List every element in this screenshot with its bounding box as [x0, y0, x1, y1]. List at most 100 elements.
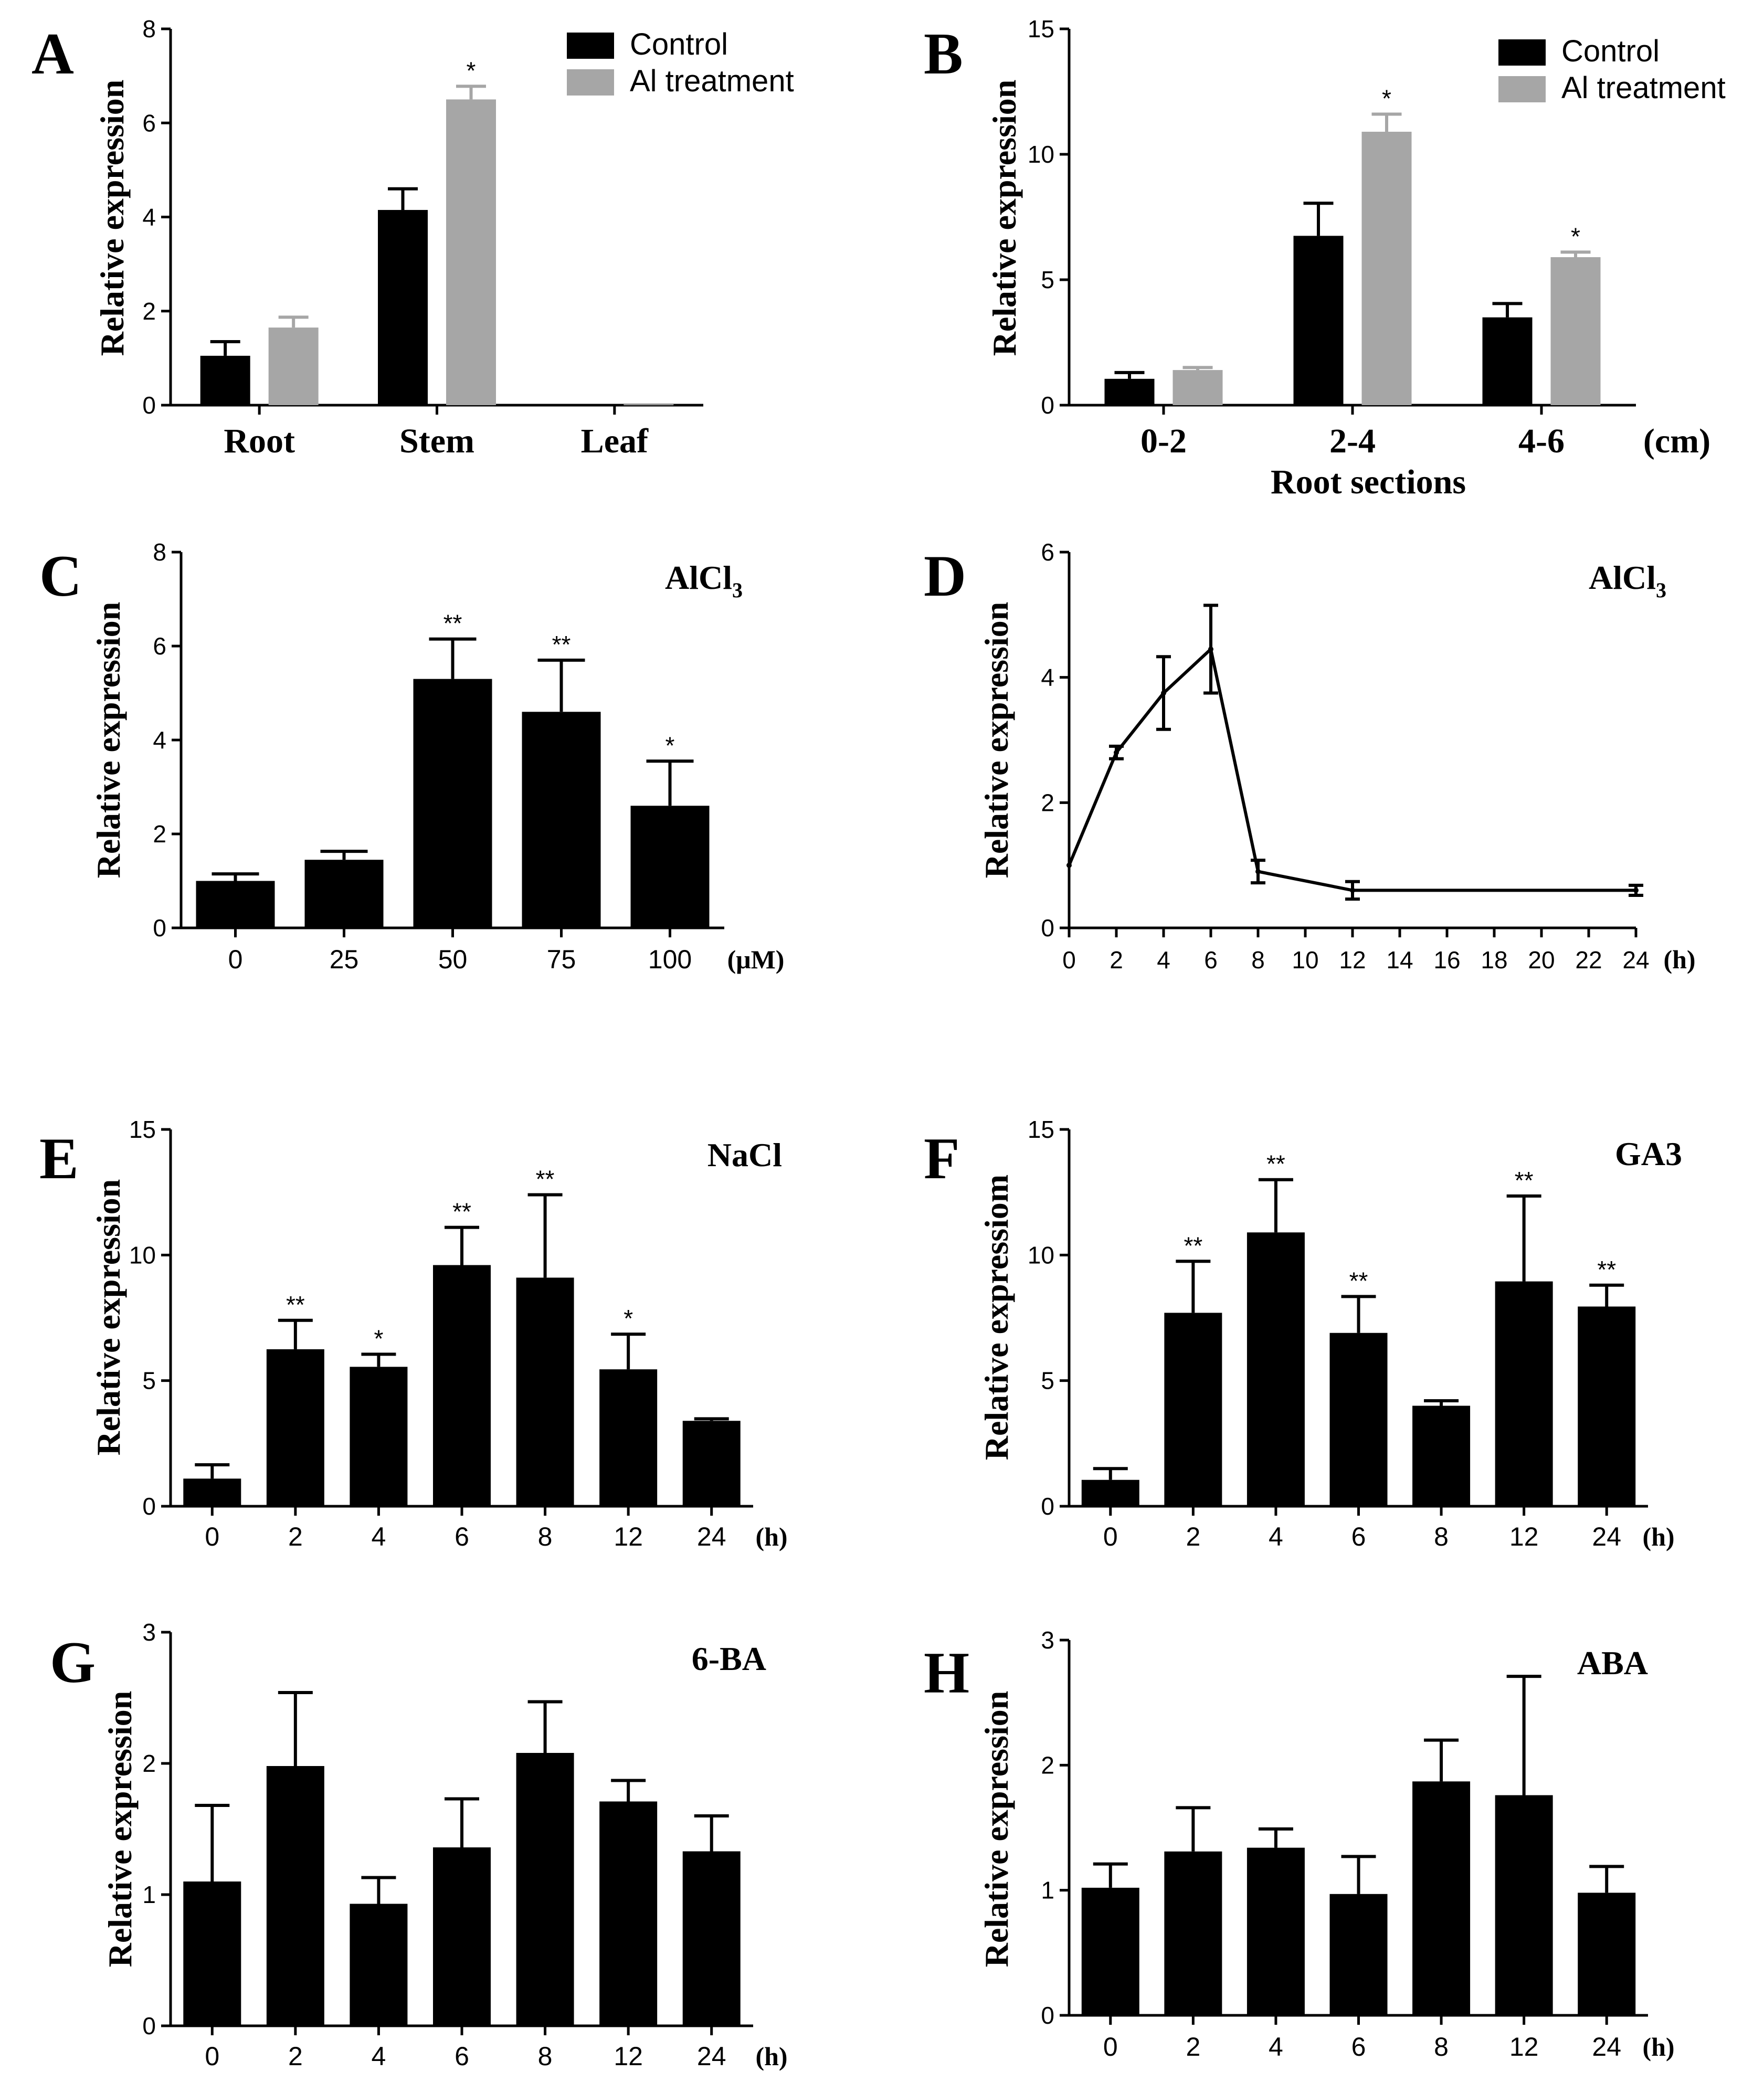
legend-label: Al treatment	[1561, 71, 1726, 105]
y-tick-label: 2	[142, 298, 156, 325]
bar	[516, 1753, 574, 2026]
y-axis-label: Relative expression	[90, 1179, 127, 1456]
significance-mark: *	[467, 57, 476, 84]
y-tick-label: 5	[142, 1367, 156, 1394]
y-axis-label: Relative expression	[986, 80, 1023, 356]
panel-title-text: NaCl	[707, 1136, 782, 1174]
bar	[682, 1851, 741, 2026]
x-tick-label: 18	[1481, 946, 1507, 974]
bar	[200, 355, 250, 405]
significance-mark: *	[624, 1305, 633, 1332]
y-tick-label: 0	[1041, 2002, 1054, 2029]
y-axis-label: Relative expression	[90, 602, 127, 879]
bar	[630, 806, 710, 928]
x-tick-label: 12	[1509, 1522, 1539, 1551]
x-unit-label: (μM)	[727, 945, 785, 974]
legend-swatch	[567, 33, 614, 59]
significance-mark: *	[1382, 85, 1391, 112]
x-tick-label: 0	[1103, 2032, 1118, 2062]
panel-label: E	[39, 1126, 79, 1191]
panel-label: B	[924, 22, 963, 87]
panel-title-text: AlCl	[1589, 559, 1656, 596]
legend-swatch	[567, 69, 614, 96]
x-unit-label: (h)	[1663, 945, 1695, 974]
x-tick-label: 16	[1433, 946, 1460, 974]
bar	[1081, 1887, 1139, 2015]
y-axis-label: Relative expression	[93, 80, 131, 356]
panel-label: H	[924, 1641, 969, 1706]
y-tick-label: 4	[153, 726, 166, 754]
significance-mark: *	[666, 732, 675, 759]
x-tick-label: 0	[1062, 946, 1076, 974]
panel-title: AlCl3	[1589, 559, 1666, 602]
x-tick-label: 0-2	[1140, 422, 1187, 460]
x-tick-label: 2	[1186, 2032, 1200, 2062]
x-unit-label: (h)	[1642, 1522, 1674, 1551]
data-point	[1208, 646, 1213, 652]
x-tick-label: 4	[372, 2042, 386, 2071]
bar	[1412, 1405, 1471, 1506]
bar	[1495, 1795, 1553, 2015]
y-tick-label: 2	[153, 820, 166, 848]
panel-title: NaCl	[707, 1136, 782, 1174]
bar	[1329, 1894, 1388, 2015]
x-tick-label: 0	[205, 2042, 219, 2071]
x-tick-label: 2	[1110, 946, 1123, 974]
x-tick-label: 20	[1528, 946, 1555, 974]
x-tick-label: 6	[1351, 2032, 1366, 2062]
legend-label: Al treatment	[630, 64, 794, 98]
data-point	[1633, 887, 1639, 893]
x-tick-label: 0	[1103, 1522, 1118, 1551]
legend-label: Control	[630, 27, 728, 61]
x-tick-label: 4-6	[1518, 422, 1565, 460]
panel-title-text: GA3	[1615, 1135, 1682, 1172]
panel-title-text: 6-BA	[692, 1640, 766, 1677]
panel-e: E Relative expression 0 5 10 15 NaCl (h) 0 2 ** 4 * 6…	[39, 1116, 788, 1551]
panel-label: C	[39, 544, 82, 609]
x-unit-label: (h)	[755, 2042, 787, 2071]
x-unit-label: (h)	[755, 1522, 787, 1551]
bar	[433, 1847, 491, 2026]
bar	[1164, 1851, 1222, 2015]
y-tick-label: 0	[153, 914, 166, 942]
significance-mark: **	[452, 1198, 471, 1225]
x-tick-label: 6	[1204, 946, 1218, 974]
bar	[183, 1478, 241, 1506]
x-tick-label: 4	[372, 1522, 386, 1551]
y-tick-label: 0	[142, 2012, 156, 2039]
y-tick-label: 6	[153, 632, 166, 660]
y-tick-label: 6	[142, 109, 156, 136]
x-tick-label: 24	[697, 2042, 726, 2071]
bar	[1495, 1281, 1553, 1506]
bar	[266, 1766, 324, 2026]
y-tick-label: 1	[1041, 1877, 1054, 1904]
y-axis-label: Relative expression	[978, 1691, 1015, 1968]
y-tick-label: 4	[1041, 664, 1054, 691]
x-unit-label: (cm)	[1643, 422, 1710, 460]
x-unit-label: (h)	[1642, 2032, 1674, 2062]
x-tick-label: 24	[1592, 2032, 1621, 2062]
data-point	[1066, 862, 1072, 868]
bar	[682, 1421, 741, 1506]
x-tick-label: 0	[205, 1522, 219, 1551]
series-line	[1068, 646, 1636, 892]
bar	[1247, 1847, 1305, 2015]
y-tick-label: 10	[1028, 141, 1054, 168]
significance-mark: *	[1571, 223, 1580, 250]
x-tick-label: 14	[1386, 946, 1413, 974]
y-tick-label: 2	[142, 1750, 156, 1777]
significance-mark: **	[1184, 1232, 1202, 1259]
y-tick-label: 5	[1041, 266, 1054, 293]
y-axis-label: Relative expression	[101, 1691, 139, 1968]
bar	[196, 881, 275, 928]
x-tick-label: 0	[228, 945, 243, 974]
y-axis-label: Relative expressiom	[978, 1175, 1015, 1460]
panel-title-text: AlCl	[665, 559, 732, 596]
y-tick-label: 15	[1028, 15, 1054, 43]
bar	[433, 1265, 491, 1506]
data-point	[1255, 869, 1261, 874]
bar	[378, 210, 428, 405]
x-tick-label: 12	[614, 2042, 643, 2071]
panel-title: 6-BA	[692, 1640, 766, 1677]
